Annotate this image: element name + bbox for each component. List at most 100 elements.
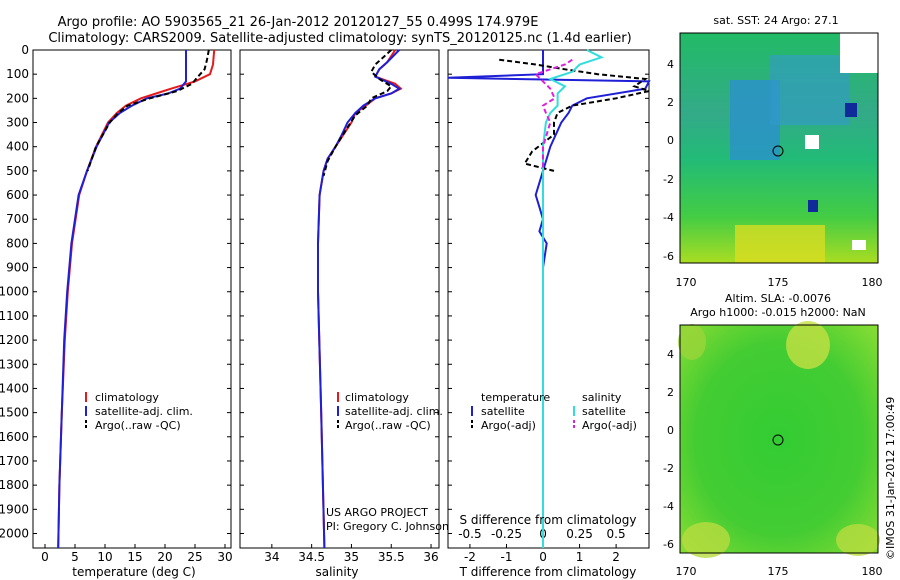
depth-tick-label: 800 (6, 236, 29, 250)
depth-tick-label: 700 (6, 212, 29, 226)
depth-tick-label: 0 (21, 43, 29, 57)
depth-tick-label: 1700 (0, 454, 29, 468)
sst-ytick: 4 (667, 58, 674, 71)
project-credit: US ARGO PROJECT (326, 506, 428, 519)
sla-map-frame (679, 324, 879, 554)
x-tick-label: 1 (576, 550, 584, 564)
temperature-plot: 0 5 10 15 20 25 30 (33, 49, 233, 564)
sst-yellow-band (735, 225, 825, 263)
x-tick-label: 15 (127, 550, 142, 564)
legend-argo: Argo(..raw -QC) (95, 419, 181, 432)
imos-credit: ©IMOS 31-Jan-2012 17:00:49 (884, 397, 897, 560)
x-tick-label: 5 (71, 550, 79, 564)
sla-xtick-175: 175 (768, 565, 789, 578)
series-satellite-adj-clim- (317, 49, 402, 549)
title-line-1: Argo profile: AO 5903565_21 26-Jan-2012 … (58, 15, 539, 30)
temperature-xlabel: temperature (deg C) (72, 565, 195, 579)
sla-ytick: -4 (663, 500, 674, 513)
x-tick-label: 25 (187, 550, 202, 564)
legend-climatology: climatology (95, 391, 159, 404)
series-salinity-argo-adj- (533, 58, 573, 171)
sla-high (836, 524, 880, 556)
depth-tick-label: 1100 (0, 309, 29, 323)
sst-map-title: sat. SST: 24 Argo: 27.1 (713, 14, 838, 27)
sst-map (679, 32, 879, 264)
depth-tick-label: 900 (6, 261, 29, 275)
sst-xtick-180: 180 (862, 276, 883, 289)
x-tick-label: 36 (423, 550, 438, 564)
legend-satellite: satellite-adj. clim. (95, 405, 193, 418)
series-argo-raw-qc- (86, 49, 210, 172)
sst-xtick-170: 170 (676, 276, 697, 289)
x-tick-label: 20 (157, 550, 172, 564)
sst-missing-cell (852, 240, 866, 250)
s-tick-label: 0.25 (566, 527, 593, 541)
x-tick-label: 10 (97, 550, 112, 564)
sla-field (680, 325, 878, 553)
title-line-2: Climatology: CARS2009. Satellite-adjuste… (48, 31, 631, 46)
sla-ytick: -2 (663, 462, 674, 475)
legend-satellite: satellite-adj. clim. (345, 405, 443, 418)
x-tick-label: -2 (464, 550, 476, 564)
sla-ytick: 2 (667, 386, 674, 399)
difference-legend: temperature salinity satellite Argo(-adj… (471, 391, 637, 432)
x-tick-label: 2 (612, 550, 620, 564)
sst-missing-ne (840, 33, 878, 73)
difference-panel-frame (447, 49, 650, 549)
legend-t-argo: Argo(-adj) (481, 419, 536, 432)
s-tick-label: 0.5 (607, 527, 626, 541)
pi-credit: PI: Gregory C. Johnson (326, 520, 449, 533)
sst-ytick: -4 (663, 211, 674, 224)
sst-ytick: -6 (663, 250, 674, 263)
temperature-legend: climatology satellite-adj. clim. Argo(..… (85, 391, 193, 432)
sst-ytick: -2 (663, 173, 674, 186)
series-temperature-argo-adj- (499, 58, 653, 172)
sst-ytick: 2 (667, 96, 674, 109)
sst-cold-cell (845, 103, 857, 117)
legend-t-satellite: satellite (481, 405, 525, 418)
sla-xtick-170: 170 (676, 565, 697, 578)
depth-tick-label: 1900 (0, 502, 29, 516)
sla-map (678, 321, 880, 558)
series-climatology (317, 49, 403, 549)
depth-tick-label: 400 (6, 140, 29, 154)
series-temperature-satellite (447, 50, 651, 548)
legend-climatology: climatology (345, 391, 409, 404)
sla-argo-location (772, 434, 784, 446)
s-tick-label: -0.25 (491, 527, 522, 541)
salinity-legend: climatology satellite-adj. clim. Argo(..… (337, 391, 443, 432)
difference-xlabel: T difference from climatology (459, 565, 637, 579)
depth-tick-label: 1600 (0, 430, 29, 444)
salinity-xlabel: salinity (315, 565, 358, 579)
difference-plot: -2 -1 0 1 2-0.5 -0.25 0 0.25 0.5 (447, 49, 653, 564)
depth-tick-label: 1300 (0, 357, 29, 371)
sla-high (678, 324, 706, 360)
sst-warm-pool-east (770, 55, 850, 125)
x-tick-label: 0 (539, 550, 547, 564)
legend-s-argo: Argo(-adj) (582, 419, 637, 432)
legend-header-salinity: salinity (582, 391, 622, 404)
x-tick-label: 35 (344, 550, 359, 564)
depth-tick-label: 100 (6, 67, 29, 81)
sst-xtick-175: 175 (768, 276, 789, 289)
sla-map-title-2: Argo h1000: -0.015 h2000: NaN (690, 306, 866, 319)
legend-header-temperature: temperature (481, 391, 550, 404)
x-tick-label: 34.5 (298, 550, 325, 564)
sla-high (786, 321, 830, 369)
depth-tick-label: 1000 (0, 285, 29, 299)
sst-argo-location (772, 145, 784, 157)
series-salinity-satellite (542, 49, 605, 548)
x-tick-label: 0 (41, 550, 49, 564)
sst-ytick: 0 (667, 134, 674, 147)
legend-s-satellite: satellite (582, 405, 626, 418)
legend-argo: Argo(..raw -QC) (345, 419, 431, 432)
x-tick-label: -1 (500, 550, 512, 564)
depth-tick-label: 1800 (0, 478, 29, 492)
difference-xlabel-top: S difference from climatology (460, 513, 637, 527)
x-tick-label: 30 (217, 550, 232, 564)
sla-high (682, 522, 730, 558)
series-climatology (57, 49, 216, 549)
x-tick-label: 35.5 (378, 550, 405, 564)
salinity-plot: 34 34.5 35 35.5 36 (240, 49, 439, 564)
